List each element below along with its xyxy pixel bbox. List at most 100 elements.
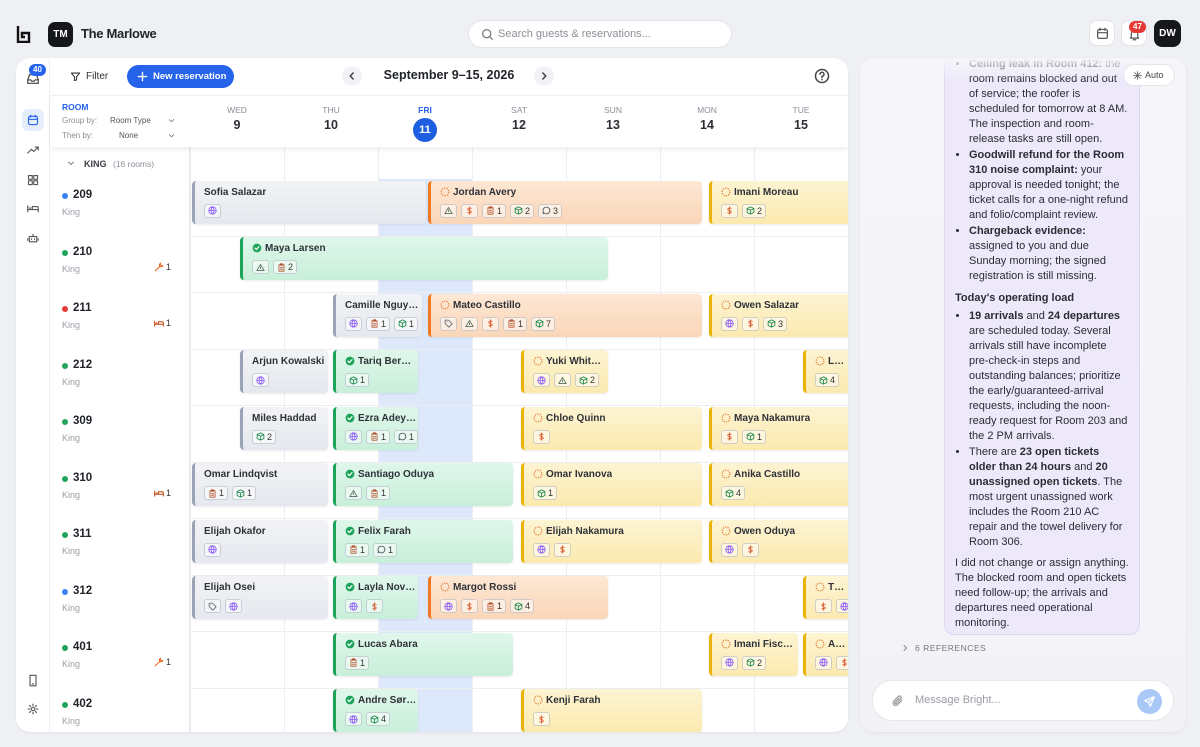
icon-doc [487,601,494,611]
reservation[interactable]: Felix Farah 1 1 [333,519,513,563]
phone-icon[interactable] [27,674,39,687]
reservation[interactable]: Owen Oduya [709,519,848,563]
icon-dollar [727,432,732,441]
icon-stroke [347,359,353,364]
reservation[interactable]: Imani Moreau 2 [709,180,848,224]
chip: 7 [531,316,556,331]
status-dot [62,193,68,199]
search-box[interactable]: Search guests & reservations... [468,20,732,48]
trends-icon[interactable] [27,144,39,156]
room-cell[interactable]: 311 King [50,518,189,575]
new-reservation-button[interactable]: New reservation [127,65,234,88]
icon-stroke [349,72,354,80]
help-icon[interactable] [814,68,830,84]
icon-stroke [815,639,825,648]
icon-globe [840,601,848,611]
reservation[interactable]: Yuki Whit… 2 [521,350,608,393]
room-cell[interactable]: 212 King [50,349,189,406]
bed-icon[interactable] [27,202,39,214]
prev-week[interactable] [342,66,362,86]
room-cell[interactable]: 209 King [50,179,189,236]
reservation[interactable]: Anika Castillo 4 [709,463,848,506]
room-cell[interactable]: 310 King 1 [50,462,189,519]
chevron-right [542,72,547,80]
reservation[interactable]: Tariq Ber… 1 [333,350,418,393]
reservation[interactable]: Andre Sør… 4 [333,689,418,732]
icon-chev [68,161,74,165]
icon-stroke [487,601,494,611]
settings-icon[interactable] [27,703,39,715]
icon-pending [440,300,450,309]
icon-globe [349,601,358,611]
reservation[interactable]: Lucas Abara 1 [333,632,513,676]
reservation[interactable]: Santiago Oduya 1 [333,463,513,506]
icon-stroke [514,206,523,215]
logo[interactable] [16,25,32,43]
reservation[interactable]: Ezra Adey… 1 1 [333,406,419,450]
bot-icon[interactable] [27,232,39,244]
reservation[interactable]: Jordan Avery 1 2 3 [428,180,702,224]
icon-dollar [748,545,753,554]
next-week[interactable] [534,66,554,86]
reservation[interactable]: Elijah Nakamura [521,519,702,563]
guest-name: Maya Nakamura [734,412,811,424]
message-input[interactable]: Message Bright... [872,680,1174,721]
filter-button[interactable]: Filter [86,71,109,82]
icon-box [746,206,755,215]
chip: 4 [510,599,535,613]
reservation[interactable]: Layla Nov… [333,576,418,619]
room-cell[interactable]: 210 King 1 [50,236,189,293]
icon-stroke [278,262,285,272]
reservation[interactable]: Maya Larsen 2 [240,237,608,280]
icon-dollar [372,601,377,611]
chip [721,316,738,331]
reservation[interactable]: A… [803,632,848,676]
reservation[interactable]: Sofia Salazar [192,180,426,224]
attach-icon[interactable] [891,694,904,708]
reservation[interactable]: Kenji Farah [521,689,702,732]
grid-icon[interactable] [27,174,39,186]
room-cell[interactable]: 401 King 1 [50,631,189,688]
icon-stroke [533,356,543,366]
auto-button[interactable]: Auto [1123,64,1175,86]
reservation[interactable]: Miles Haddad 2 [240,406,328,450]
icon-triangle [444,206,453,215]
chip-count: 1 [219,488,225,498]
reservation[interactable]: Owen Salazar 3 [709,293,848,337]
reservation[interactable]: L… 4 [803,350,848,393]
references-toggle[interactable]: 6 REFERENCES [915,643,987,653]
inbox-icon[interactable] [26,72,40,86]
icon-globe [537,545,546,554]
reservation[interactable]: Omar Lindqvist 1 1 [192,463,328,506]
reservation[interactable]: Arjun Kowalski [240,350,328,393]
chip-row [204,599,242,613]
room-cell[interactable]: 211 King 1 [50,292,189,349]
icon-globe [208,206,217,215]
reservation[interactable]: T… [803,576,848,619]
grouping-select[interactable]: Room Type [110,116,151,125]
day-number: 13 [606,118,620,132]
calendar-nav-active[interactable] [22,109,44,131]
user-avatar[interactable]: DW [1154,20,1181,47]
icon-check [345,582,355,592]
reservation[interactable]: Elijah Okafor [192,519,328,563]
reservation[interactable]: Camille Nguy… 1 1 [333,293,422,337]
reservation[interactable]: Elijah Osei [192,576,328,619]
chip-count: 4 [736,488,742,498]
grouping-select[interactable]: None [119,131,138,140]
reservation[interactable]: Margot Rossi 1 4 [428,576,608,619]
reservation[interactable]: Mateo Castillo 1 7 [428,293,702,337]
room-cell[interactable]: 402 King [50,688,189,733]
room-cell[interactable]: 309 King [50,405,189,462]
chip [554,542,571,557]
send-button[interactable] [1137,689,1162,714]
room-cell[interactable]: 312 King [50,575,189,632]
icon-stroke [208,602,217,611]
hotel-avatar[interactable]: TM [48,22,73,47]
reservation[interactable]: Imani Fisc… 2 [709,632,798,676]
reservation[interactable]: Maya Nakamura 1 [709,406,848,450]
reservation[interactable]: Omar Ivanova 1 [521,463,702,506]
reservation[interactable]: Chloe Quinn [521,406,702,450]
calendar-button[interactable] [1089,20,1115,46]
icon-stroke [1144,696,1155,707]
